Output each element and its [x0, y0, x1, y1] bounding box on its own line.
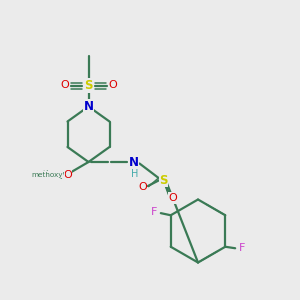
Text: O: O: [60, 80, 69, 91]
Text: O: O: [63, 170, 72, 181]
Text: O: O: [108, 80, 117, 91]
Text: F: F: [238, 243, 245, 253]
Text: N: N: [128, 155, 139, 169]
Text: methoxy: methoxy: [32, 172, 63, 178]
Text: H: H: [131, 169, 138, 179]
Text: methoxy: methoxy: [31, 170, 65, 179]
Text: O: O: [138, 182, 147, 193]
Text: S: S: [159, 173, 168, 187]
Text: O: O: [168, 193, 177, 203]
Text: S: S: [84, 79, 93, 92]
Text: N: N: [83, 100, 94, 113]
Text: methoxy: methoxy: [31, 172, 62, 178]
Text: F: F: [151, 207, 158, 217]
